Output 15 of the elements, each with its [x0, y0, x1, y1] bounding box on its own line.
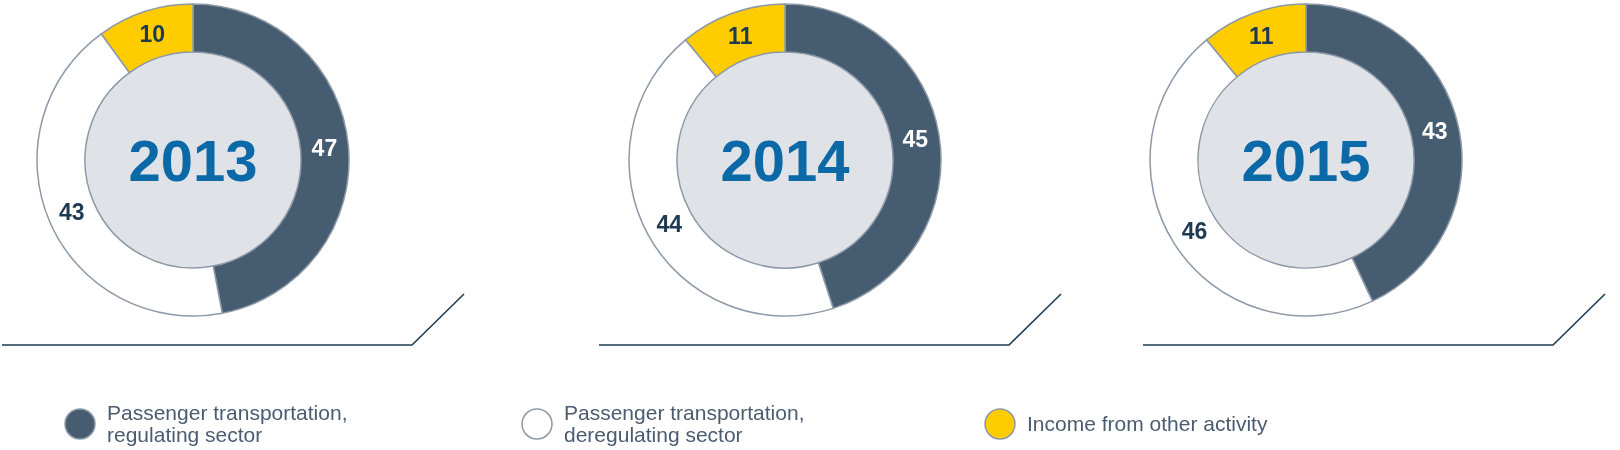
- data-label: 43: [1422, 118, 1448, 145]
- data-label: 45: [902, 126, 929, 153]
- slice-label: 2013: [128, 127, 258, 193]
- data-label: 43: [59, 199, 85, 226]
- data-label: 10: [139, 21, 166, 48]
- data-label: 11: [728, 22, 753, 49]
- data-label: 11: [1249, 22, 1274, 49]
- legend-label: Passenger transportation, deregulating sector: [564, 401, 806, 446]
- slice-label: 2014: [720, 127, 850, 193]
- legend-label: Passenger transportation, regulating sector: [107, 401, 349, 446]
- data-label: 47: [311, 134, 338, 161]
- data-label: 46: [1181, 217, 1208, 244]
- data-label: 44: [656, 210, 683, 237]
- legend-label: Income from other activity: [1027, 412, 1269, 435]
- slice-label: 2015: [1241, 127, 1371, 193]
